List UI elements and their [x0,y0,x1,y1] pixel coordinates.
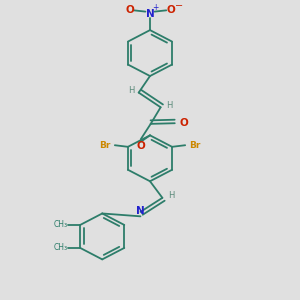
Text: O: O [136,141,145,151]
Text: Br: Br [189,141,201,150]
Text: H: H [166,101,172,110]
Text: N: N [146,8,154,19]
Text: O: O [180,118,188,128]
Text: O: O [166,5,175,15]
Text: H: H [168,191,174,200]
Text: CH₃: CH₃ [54,243,68,252]
Text: +: + [152,3,159,12]
Text: N: N [136,206,145,216]
Text: Br: Br [99,141,111,150]
Text: O: O [125,5,134,15]
Text: H: H [128,86,134,95]
Text: CH₃: CH₃ [54,220,68,230]
Text: −: − [175,1,183,11]
